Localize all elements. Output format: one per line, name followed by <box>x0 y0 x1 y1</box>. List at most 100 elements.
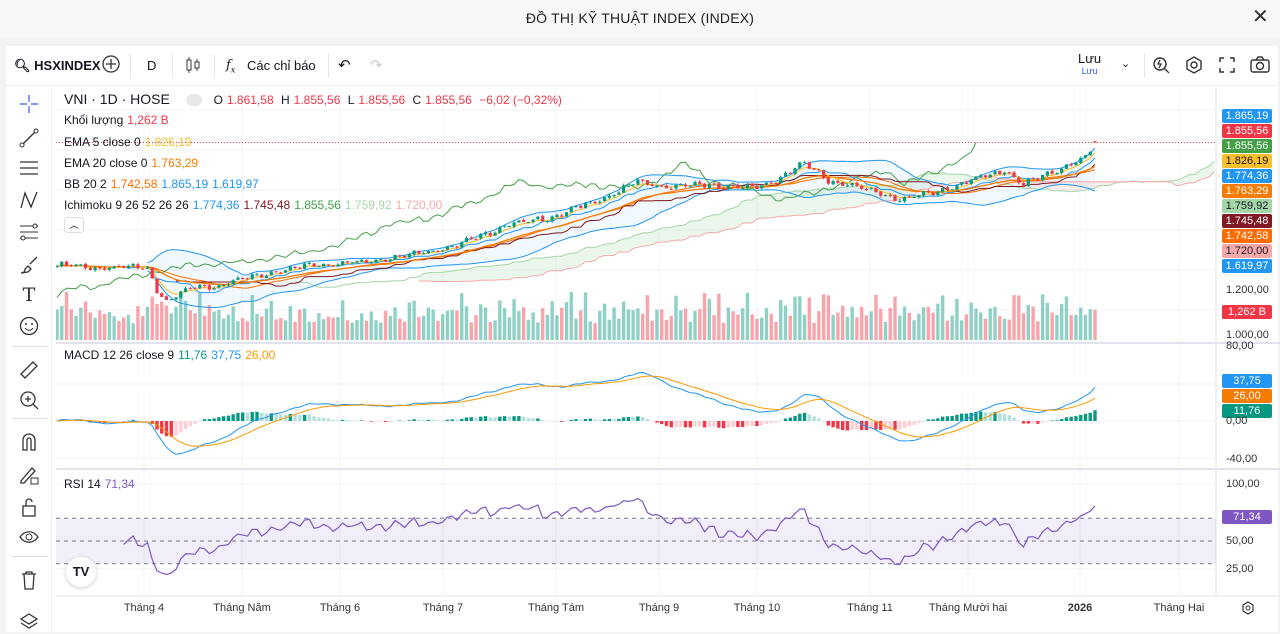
collapse-legend-button[interactable]: ︿ <box>64 217 84 233</box>
divider <box>130 54 131 78</box>
lock-icon[interactable] <box>16 495 42 519</box>
ichimoku-label: Ichimoku 9 26 52 26 26 <box>64 198 189 212</box>
undo-icon[interactable]: ↶ <box>338 56 351 74</box>
divider <box>12 556 48 557</box>
macd-badge: 37,75 <box>1222 374 1272 388</box>
ruler-icon[interactable] <box>16 358 42 382</box>
ichimoku-span-b-value: 1.720,00 <box>396 198 443 212</box>
ema20-value: 1.763,29 <box>151 156 198 170</box>
eye-icon[interactable] <box>16 526 42 550</box>
zoom-in-icon[interactable] <box>16 388 42 412</box>
close-value: 1.855,56 <box>425 93 472 107</box>
x-tick: Tháng 7 <box>423 602 463 614</box>
x-tick: Tháng 9 <box>639 602 679 614</box>
change-value: −6,02 (−0,32%) <box>479 93 562 107</box>
crosshair-icon[interactable] <box>16 92 42 116</box>
search-icon: 🔍︎ <box>14 58 31 73</box>
ema5-label: EMA 5 close 0 <box>64 135 141 149</box>
fib-icon[interactable] <box>16 156 42 180</box>
x-tick: Tháng Hai <box>1154 602 1205 614</box>
close-icon[interactable]: ✕ <box>1252 4 1269 29</box>
redo-icon[interactable]: ↷ <box>370 56 383 74</box>
signal-badge: 26,00 <box>1222 389 1272 403</box>
candles-icon[interactable] <box>184 55 202 78</box>
symbol-search-button[interactable]: 🔍︎ HSXINDEX <box>14 58 101 74</box>
pattern-icon[interactable] <box>16 188 42 212</box>
divider <box>214 54 215 78</box>
high-value: 1.855,56 <box>294 93 341 107</box>
brush-icon[interactable] <box>16 253 42 277</box>
low-value: 1.855,56 <box>358 93 405 107</box>
divider <box>172 54 173 78</box>
rsi-legend[interactable]: RSI 14 71,34 <box>64 477 139 491</box>
x-tick: Tháng Mười hai <box>929 602 1007 614</box>
x-tick: Tháng Năm <box>213 602 270 614</box>
axis-settings-icon[interactable] <box>1241 601 1255 620</box>
rsi-label: RSI 14 <box>64 477 101 491</box>
ichimoku-base-value: 1.745,48 <box>243 198 290 212</box>
trend-line-icon[interactable] <box>16 126 42 150</box>
macd-label: MACD 12 26 close 9 <box>64 348 174 362</box>
window-titlebar: ĐỒ THỊ KỸ THUẬT INDEX (INDEX) ✕ <box>0 0 1280 38</box>
macd-tick: -40,00 <box>1226 453 1257 465</box>
volume-value: 1,262 B <box>127 113 168 127</box>
emoji-icon[interactable] <box>16 314 42 338</box>
pencil-lock-icon[interactable] <box>16 463 42 487</box>
ichimoku-span-a-value: 1.759,92 <box>345 198 392 212</box>
ema20-label: EMA 20 close 0 <box>64 156 147 170</box>
function-icon[interactable]: fx <box>226 58 235 75</box>
settings-icon[interactable] <box>1184 55 1204 78</box>
rsi-tick: 50,00 <box>1226 535 1254 547</box>
price-badge: 1.742,58 <box>1222 229 1272 243</box>
trash-icon[interactable] <box>16 568 42 592</box>
tradingview-logo[interactable]: TV <box>66 557 96 587</box>
ema20-legend[interactable]: EMA 20 close 0 1.763,29 <box>64 156 202 170</box>
price-badge: 1.759,92 <box>1222 199 1272 213</box>
symbol-label: HSXINDEX <box>34 58 100 73</box>
divider <box>328 54 329 78</box>
volume-badge: 1,262 B <box>1222 305 1272 319</box>
x-tick: Tháng 6 <box>320 602 360 614</box>
window-title: ĐỒ THỊ KỸ THUẬT INDEX (INDEX) <box>0 10 1280 26</box>
symbol-title: VNI · 1D · HOSE <box>64 91 170 107</box>
save-sublabel: Lưu <box>1078 65 1101 77</box>
volume-label: Khối lượng <box>64 113 123 127</box>
price-badge: 1.619,97 <box>1222 259 1272 273</box>
rsi-tick: 100,00 <box>1226 478 1260 490</box>
volume-legend[interactable]: Khối lượng 1,262 B <box>64 113 173 127</box>
quick-search-icon[interactable] <box>1151 55 1171 78</box>
rsi-badge: 71,34 <box>1222 510 1272 524</box>
chevron-down-icon[interactable]: ⌄ <box>1121 57 1130 70</box>
text-icon[interactable]: T <box>16 283 42 307</box>
camera-icon[interactable] <box>1249 55 1271 78</box>
fullscreen-icon[interactable] <box>1217 55 1237 78</box>
divider <box>12 346 48 347</box>
x-tick: 2026 <box>1068 602 1092 614</box>
macd-tick: 0,00 <box>1226 415 1247 427</box>
interval-button[interactable]: D <box>147 58 156 73</box>
close-label: C <box>412 93 421 107</box>
projection-icon[interactable] <box>16 220 42 244</box>
price-badge: 1.865,19 <box>1222 109 1272 123</box>
price-tick: 1.200,00 <box>1226 284 1269 296</box>
magnet-icon[interactable] <box>16 430 42 454</box>
ichimoku-conversion-value: 1.774,36 <box>193 198 240 212</box>
high-label: H <box>281 93 290 107</box>
layers-icon[interactable] <box>16 610 42 634</box>
macd-hist-value: 11,76 <box>178 348 207 362</box>
save-label: Lưu <box>1078 53 1101 65</box>
indicators-button[interactable]: Các chỉ báo <box>247 58 316 73</box>
bb-lower-value: 1.619,97 <box>212 177 259 191</box>
price-badge: 1.763,29 <box>1222 184 1272 198</box>
add-compare-icon[interactable] <box>101 54 121 77</box>
collapse-icon[interactable] <box>186 94 202 106</box>
rsi-value: 71,34 <box>105 477 135 491</box>
divider <box>1144 54 1145 78</box>
